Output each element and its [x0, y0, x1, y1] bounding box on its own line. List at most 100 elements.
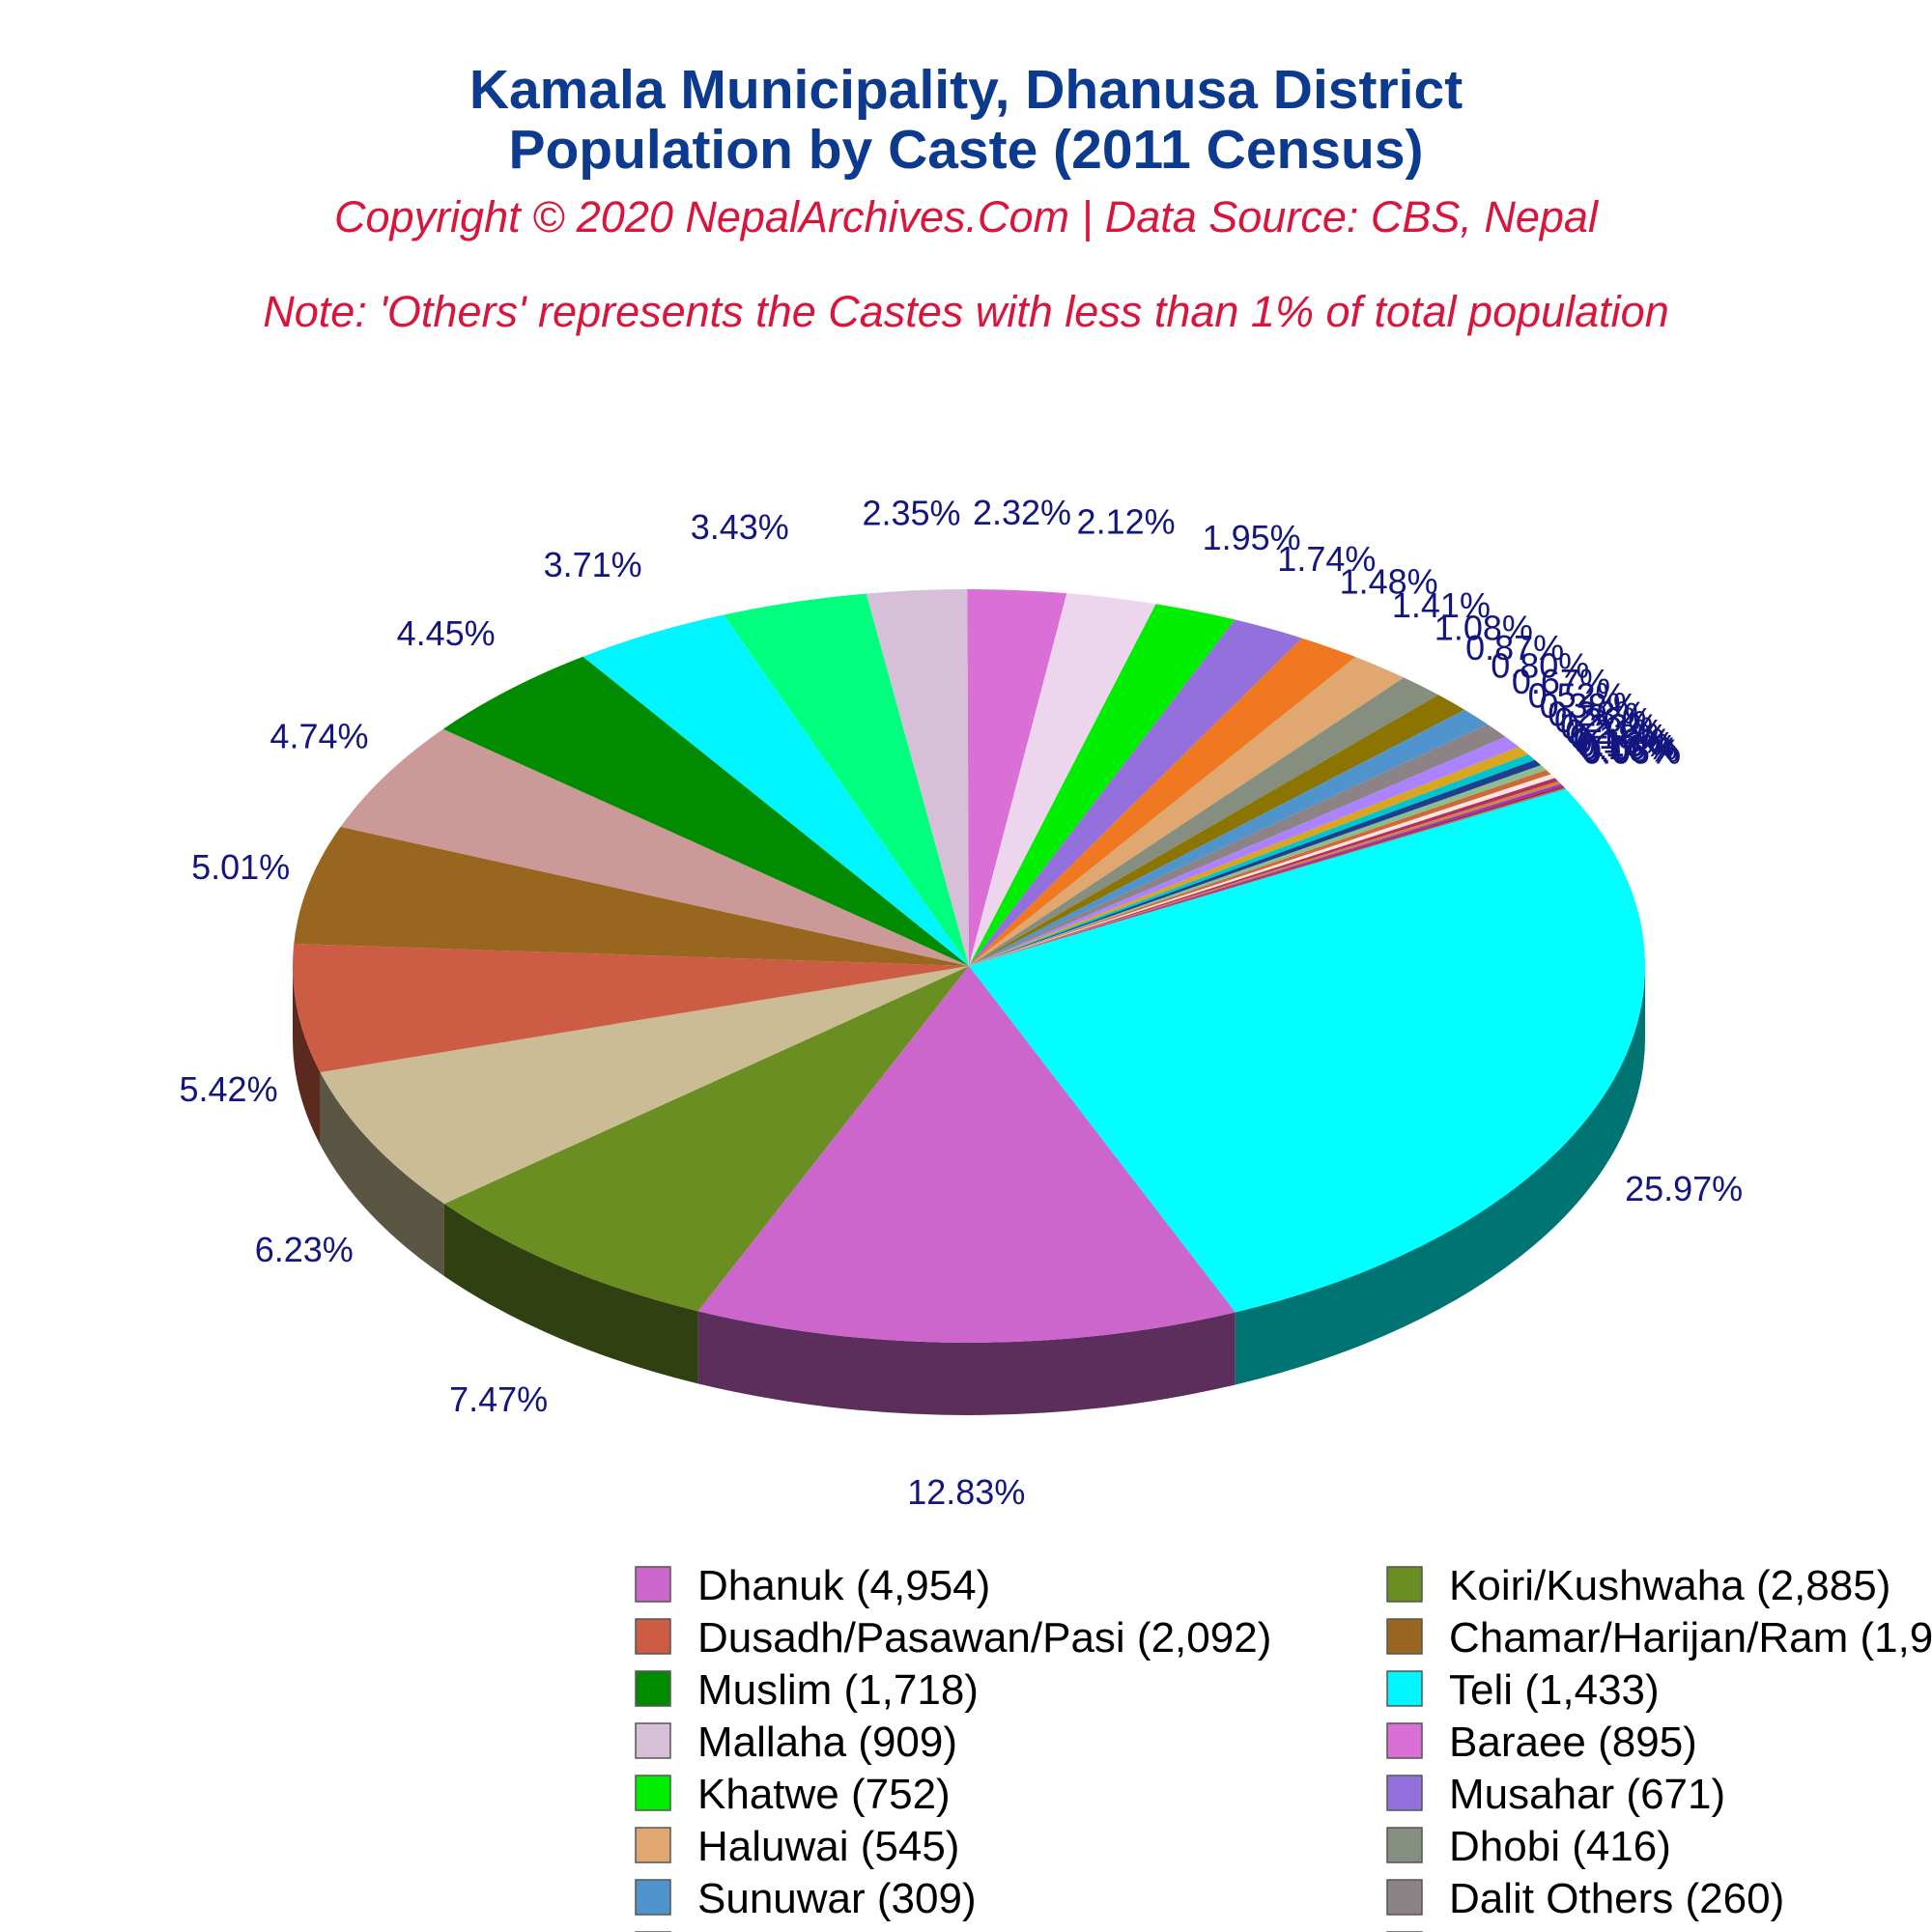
pie-slice — [969, 788, 1646, 1313]
legend-item: Teli (1,433) — [1386, 1666, 1660, 1714]
pie-slice — [294, 826, 969, 966]
legend-item: Dhanuk (4,954) — [635, 1562, 990, 1609]
slice-percent-label: 0.21% — [1565, 712, 1663, 752]
legend-label: Dhobi (416) — [1449, 1823, 1671, 1870]
pie-slice — [969, 759, 1542, 966]
pie-slice — [340, 728, 970, 966]
legend: Yadav (10,031)Dhanuk (4,954)Koiri/Kushwa… — [635, 1562, 1932, 1932]
legend-item: Koiri/Kushwaha (2,885) — [1386, 1562, 1890, 1609]
legend-swatch — [1386, 1670, 1423, 1707]
slice-percent-label: 2.32% — [973, 493, 1071, 532]
pie-slice — [969, 709, 1488, 966]
pie-slice — [969, 604, 1236, 966]
legend-item: Haluwai (545) — [635, 1823, 959, 1870]
slice-percent-label: 5.42% — [180, 1069, 278, 1109]
legend-swatch — [635, 1618, 671, 1655]
legend-swatch — [1386, 1775, 1423, 1811]
slice-percent-label: 6.23% — [255, 1230, 354, 1269]
slice-percent-label: 7.47% — [449, 1379, 548, 1419]
pie-slice — [293, 943, 969, 1073]
legend-swatch — [635, 1879, 671, 1916]
pie-slice — [697, 966, 1236, 1343]
legend-label: Khatwe (752) — [697, 1771, 951, 1818]
note-text: Note: 'Others' represents the Castes wit… — [263, 287, 1668, 336]
slice-percent-label: 1.41% — [1392, 585, 1491, 625]
slice-percent-label: 4.45% — [397, 613, 496, 653]
legend-label: Baraee (895) — [1449, 1719, 1697, 1766]
legend-item: Muslim (1,718) — [635, 1666, 979, 1714]
pie-slice — [442, 656, 969, 966]
legend-item: Dalit Others (260) — [1386, 1875, 1784, 1922]
slice-percent-label: 0.67% — [1512, 662, 1610, 701]
legend-label: Dusadh/Pasawan/Pasi (2,092) — [697, 1614, 1271, 1662]
legend-label: Musahar (671) — [1449, 1771, 1725, 1818]
slice-percent-label: 0.38% — [1540, 686, 1638, 725]
pie-slice — [969, 724, 1506, 966]
legend-item: Chamar/Harijan/Ram (1,936) — [1386, 1614, 1932, 1662]
slice-percent-label: 1.08% — [1435, 609, 1533, 648]
slice-percent-label: 0.08% — [1581, 730, 1680, 770]
pie-slice — [969, 765, 1547, 966]
legend-swatch — [1386, 1566, 1423, 1603]
pie-slice — [969, 736, 1520, 966]
legend-item: Sunuwar (309) — [635, 1875, 977, 1922]
legend-label: Teli (1,433) — [1449, 1666, 1660, 1714]
pie-slice — [969, 677, 1438, 966]
pie-slice — [724, 593, 969, 966]
legend-label: Sunuwar (309) — [697, 1875, 977, 1922]
slice-percent-label: 12.83% — [907, 1472, 1025, 1512]
pie-slice — [969, 753, 1536, 966]
slice-percent-label: 0.80% — [1491, 645, 1589, 685]
legend-label: Muslim (1,718) — [697, 1666, 979, 1714]
legend-label: Dalit Others (260) — [1449, 1875, 1784, 1922]
legend-item: Dhobi (416) — [1386, 1823, 1671, 1870]
pie-slice — [969, 774, 1555, 966]
slice-percent-label: 0.28% — [1548, 694, 1646, 733]
chart-title-line2: Population by Caste (2011 Census) — [508, 119, 1423, 181]
legend-label: Haluwai (545) — [697, 1823, 959, 1870]
slice-percent-label: 0.06% — [1582, 732, 1681, 772]
pie-slice — [969, 593, 1156, 966]
slice-percent-label: 3.71% — [544, 545, 642, 584]
pie-slice — [969, 783, 1564, 966]
slice-percent-label: 0.18% — [1570, 717, 1668, 756]
legend-swatch — [635, 1670, 671, 1707]
legend-item: Dusadh/Pasawan/Pasi (2,092) — [635, 1614, 1271, 1662]
legend-label: Sonar (110) — [1449, 1927, 1670, 1932]
slice-percent-label: 3.43% — [691, 507, 789, 547]
slice-percent-label: 1.74% — [1277, 539, 1376, 579]
copyright-text: Copyright © 2020 NepalArchives.Com | Dat… — [334, 192, 1600, 242]
pie-slice — [969, 747, 1529, 966]
legend-swatch — [635, 1775, 671, 1811]
chart-title-line1: Kamala Municipality, Dhanusa District — [469, 59, 1463, 121]
legend-label: Dhanuk (4,954) — [697, 1562, 990, 1609]
pie-side-walls — [293, 966, 1645, 1415]
slice-percent-label: 25.97% — [1625, 1169, 1743, 1208]
pie-slice — [969, 778, 1559, 966]
pie-side-wall — [697, 1311, 1236, 1415]
legend-swatch — [635, 1566, 671, 1603]
legend-swatch — [1386, 1879, 1423, 1916]
pie-top-faces — [293, 589, 1646, 1343]
slice-percent-label: 2.12% — [1077, 502, 1176, 542]
pie-slice — [967, 589, 1067, 966]
slice-percent-label: 4.74% — [270, 717, 368, 756]
legend-swatch — [1386, 1827, 1423, 1863]
legend-item: Musahar (671) — [1386, 1771, 1725, 1818]
legend-swatch — [635, 1827, 671, 1863]
pie-side-wall — [1235, 966, 1645, 1385]
slice-percent-label: 0.26% — [1554, 700, 1653, 740]
slice-percent-label: 0.52% — [1528, 675, 1627, 715]
pie-slice — [969, 785, 1565, 966]
percent-labels: 25.97% 12.83% 7.47% 6.23% 5.42% 5.01% 4.74% 4.4… — [180, 493, 1744, 1512]
pie-slice — [969, 619, 1302, 966]
slice-percent-label: 2.35% — [862, 493, 960, 532]
pie-slice — [969, 657, 1405, 966]
legend-label: Koiri/Kushwaha (2,885) — [1449, 1562, 1890, 1609]
pie-side-wall — [293, 966, 321, 1146]
pie-slice — [969, 787, 1567, 966]
legend-item: Baraee (895) — [1386, 1719, 1697, 1766]
legend-swatch — [635, 1722, 671, 1759]
slice-percent-label: 5.01% — [191, 847, 290, 887]
